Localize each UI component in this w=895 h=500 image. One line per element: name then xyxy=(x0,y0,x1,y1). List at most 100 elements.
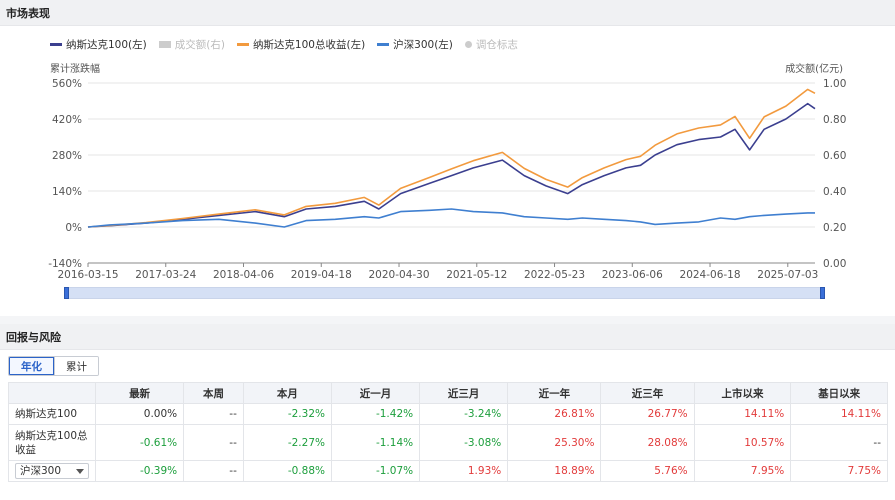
y-left-tick-label: 560% xyxy=(52,78,82,90)
table-row: 沪深300 -0.39% -- -0.88% -1.07% 1.93% 18.8… xyxy=(8,460,888,482)
header-blank xyxy=(8,382,96,404)
legend-bar-icon xyxy=(158,41,171,48)
col-header: 近一月 xyxy=(330,382,421,404)
cell: 28.08% xyxy=(600,424,695,461)
row-name: 纳斯达克100 xyxy=(8,403,96,425)
x-tick-label: 2020-04-30 xyxy=(369,269,430,281)
cell: 18.89% xyxy=(507,460,602,482)
returns-table: 最新 本周 本月 近一月 近三月 近一年 近三年 上市以来 基日以来 纳斯达克1… xyxy=(8,382,888,482)
legend-label: 纳斯达克100总收益(左) xyxy=(252,39,366,51)
table-row: 纳斯达克100总收益 -0.61% -- -2.27% -1.14% -3.08… xyxy=(8,424,888,461)
y-left-tick-label: 420% xyxy=(52,114,82,126)
time-range-slider[interactable] xyxy=(64,287,825,299)
chart-legend: 纳斯达克100(左) 成交额(右) 纳斯达克100总收益(左) 沪深300(左)… xyxy=(50,37,530,52)
y-right-tick-label: 0.80 xyxy=(823,114,846,126)
slider-end-handle[interactable] xyxy=(820,287,825,299)
legend-label: 纳斯达克100(左) xyxy=(66,39,147,51)
returns-section-title: 回报与风险 xyxy=(0,324,895,350)
col-header: 近三月 xyxy=(419,382,509,404)
col-header: 基日以来 xyxy=(790,382,888,404)
row-name-select-cell: 沪深300 xyxy=(8,460,96,482)
cell: 7.95% xyxy=(693,460,792,482)
cumulative-return-chart[interactable]: 560% 1.00 420% 0.80 280% 0.60 140% 0.40 0% 0.20 -1… xyxy=(0,0,895,316)
cell: -- xyxy=(183,403,244,425)
return-mode-tabs: 年化 累计 xyxy=(8,356,99,376)
col-header: 近一年 xyxy=(507,382,602,404)
cell: -- xyxy=(183,424,244,461)
y-right-tick-label: 1.00 xyxy=(823,78,846,90)
legend-line-icon xyxy=(50,43,62,46)
x-tick-label: 2023-06-06 xyxy=(602,269,663,281)
cell: -2.32% xyxy=(242,403,332,425)
x-tick-label: 2016-03-15 xyxy=(57,269,118,281)
legend-label: 沪深300(左) xyxy=(393,39,453,51)
right-axis-title: 成交额(亿元) xyxy=(785,64,843,75)
y-right-tick-label: 0.00 xyxy=(823,258,846,270)
market-performance-panel: 市场表现 纳斯达克100(左) 成交额(右) 纳斯达克100总收益(左) 沪深3… xyxy=(0,0,895,316)
cell: 5.76% xyxy=(600,460,695,482)
y-right-tick-label: 0.60 xyxy=(823,150,846,162)
cell: -3.08% xyxy=(419,424,509,461)
cell: 1.93% xyxy=(419,460,509,482)
cell: 10.57% xyxy=(693,424,792,461)
tab-annualized[interactable]: 年化 xyxy=(9,357,54,375)
legend-item-nasdaq100-total-return[interactable]: 纳斯达克100总收益(左) xyxy=(236,37,366,52)
y-left-tick-label: -140% xyxy=(48,258,82,270)
x-tick-label: 2024-06-18 xyxy=(680,269,741,281)
cell: -3.24% xyxy=(419,403,509,425)
cell: -0.88% xyxy=(242,460,332,482)
x-tick-label: 2021-05-12 xyxy=(446,269,507,281)
table-header-row: 最新 本周 本月 近一月 近三月 近一年 近三年 上市以来 基日以来 xyxy=(8,382,888,404)
y-right-tick-label: 0.20 xyxy=(823,222,846,234)
y-left-tick-label: 140% xyxy=(52,186,82,198)
series-line xyxy=(87,102,816,228)
series-line xyxy=(87,208,815,228)
cell: 26.77% xyxy=(600,403,695,425)
tab-cumulative[interactable]: 累计 xyxy=(54,357,98,375)
y-left-tick-label: 280% xyxy=(52,150,82,162)
cell: -1.42% xyxy=(330,403,421,425)
y-right-tick-label: 0.40 xyxy=(823,186,846,198)
x-tick-label: 2019-04-18 xyxy=(291,269,352,281)
cell: -- xyxy=(183,460,244,482)
cell: -0.61% xyxy=(94,424,185,461)
cell: 25.30% xyxy=(507,424,602,461)
x-tick-label: 2018-04-06 xyxy=(213,269,274,281)
cell: 14.11% xyxy=(693,403,792,425)
slider-selected-range xyxy=(67,288,822,298)
slider-start-handle[interactable] xyxy=(64,287,69,299)
col-header: 上市以来 xyxy=(693,382,792,404)
x-tick-label: 2017-03-24 xyxy=(135,269,196,281)
cell: 14.11% xyxy=(790,403,888,425)
chevron-down-icon xyxy=(76,468,84,474)
col-header: 本月 xyxy=(242,382,332,404)
series-line xyxy=(87,88,816,228)
benchmark-select-value: 沪深300 xyxy=(20,465,62,477)
y-left-tick-label: 0% xyxy=(65,222,82,234)
col-header: 近三年 xyxy=(600,382,695,404)
table-row: 纳斯达克100 0.00% -- -2.32% -1.42% -3.24% 26… xyxy=(8,403,888,425)
legend-line-icon xyxy=(236,43,249,46)
col-header: 最新 xyxy=(94,382,185,404)
legend-item-csi300[interactable]: 沪深300(左) xyxy=(377,37,453,52)
x-tick-label: 2022-05-23 xyxy=(524,269,585,281)
left-axis-title: 累计涨跌幅 xyxy=(50,64,100,75)
legend-item-turnover[interactable]: 成交额(右) xyxy=(158,37,225,52)
cell: -2.27% xyxy=(242,424,332,461)
cell: 26.81% xyxy=(507,403,602,425)
cell: -1.14% xyxy=(330,424,421,461)
row-name: 纳斯达克100总收益 xyxy=(8,424,96,461)
cell: -1.07% xyxy=(330,460,421,482)
cell: -- xyxy=(790,424,888,461)
cell: 0.00% xyxy=(94,403,185,425)
cell: -0.39% xyxy=(94,460,185,482)
legend-label: 调仓标志 xyxy=(475,39,518,51)
legend-item-nasdaq100[interactable]: 纳斯达克100(左) xyxy=(50,37,147,52)
col-header: 本周 xyxy=(183,382,244,404)
cell: 7.75% xyxy=(790,460,888,482)
benchmark-select[interactable]: 沪深300 xyxy=(15,463,89,479)
x-tick-label: 2025-07-03 xyxy=(757,269,818,281)
market-section-title: 市场表现 xyxy=(0,0,895,26)
legend-line-icon xyxy=(377,43,390,46)
legend-item-rebalance-marker[interactable]: 调仓标志 xyxy=(464,37,518,52)
